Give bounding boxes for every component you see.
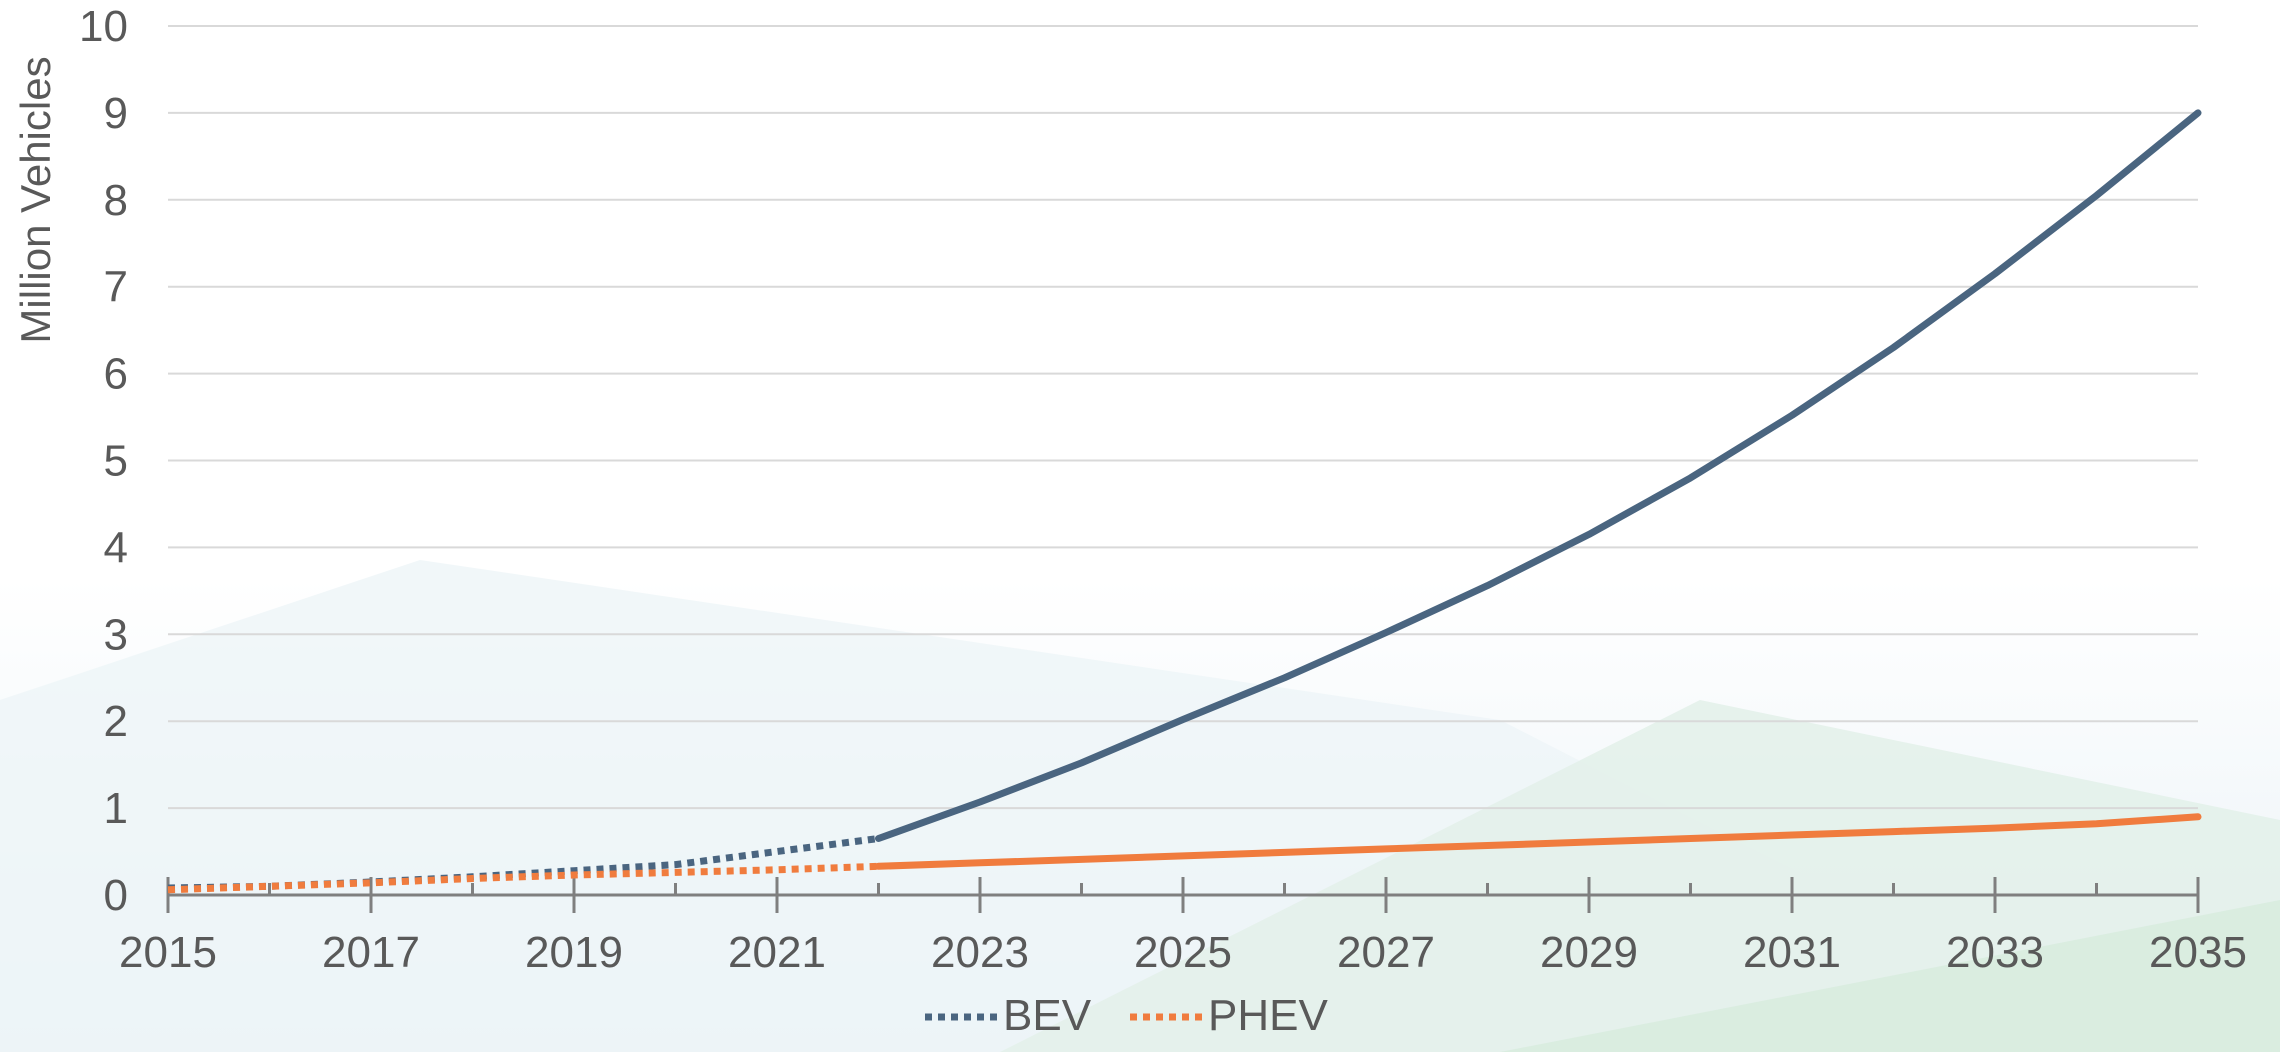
series-line-bev-projection xyxy=(875,109,2202,842)
x-tick-label: 2019 xyxy=(525,928,623,977)
x-tick-label: 2029 xyxy=(1540,928,1638,977)
y-tick-label: 10 xyxy=(79,2,128,51)
legend-label-bev: BEV xyxy=(1003,991,1092,1040)
x-tick-label: 2015 xyxy=(119,928,217,977)
series-lines xyxy=(167,109,2202,894)
legend: BEV PHEV xyxy=(925,991,1328,1040)
y-tick-label: 1 xyxy=(104,784,128,833)
y-tick-label: 3 xyxy=(104,610,128,659)
legend-label-phev: PHEV xyxy=(1208,991,1328,1040)
x-tick-label: 2025 xyxy=(1134,928,1232,977)
x-tick-labels: 2015 2017 2019 2021 2023 2025 2027 2029 2031 2033… xyxy=(119,928,2247,977)
y-axis-title: Million Vehicles xyxy=(12,56,59,343)
y-tick-labels: 0 1 2 3 4 5 6 7 8 9 10 xyxy=(79,2,128,920)
x-tick-label: 2017 xyxy=(322,928,420,977)
series-line-phev-historical xyxy=(167,862,879,894)
y-tick-label: 8 xyxy=(104,176,128,225)
y-tick-label: 5 xyxy=(104,437,128,486)
x-axis xyxy=(166,877,2200,913)
y-tick-label: 9 xyxy=(104,89,128,138)
y-tick-label: 2 xyxy=(104,697,128,746)
x-tick-label: 2035 xyxy=(2149,928,2247,977)
x-tick-label: 2033 xyxy=(1946,928,2044,977)
y-tick-label: 4 xyxy=(104,523,128,572)
x-tick-label: 2021 xyxy=(728,928,826,977)
y-tick-label: 7 xyxy=(104,263,128,312)
x-tick-label: 2031 xyxy=(1743,928,1841,977)
x-tick-label: 2023 xyxy=(931,928,1029,977)
series-line-phev-projection xyxy=(875,813,2202,870)
y-tick-label: 0 xyxy=(104,871,128,920)
y-tick-label: 6 xyxy=(104,350,128,399)
x-tick-label: 2027 xyxy=(1337,928,1435,977)
